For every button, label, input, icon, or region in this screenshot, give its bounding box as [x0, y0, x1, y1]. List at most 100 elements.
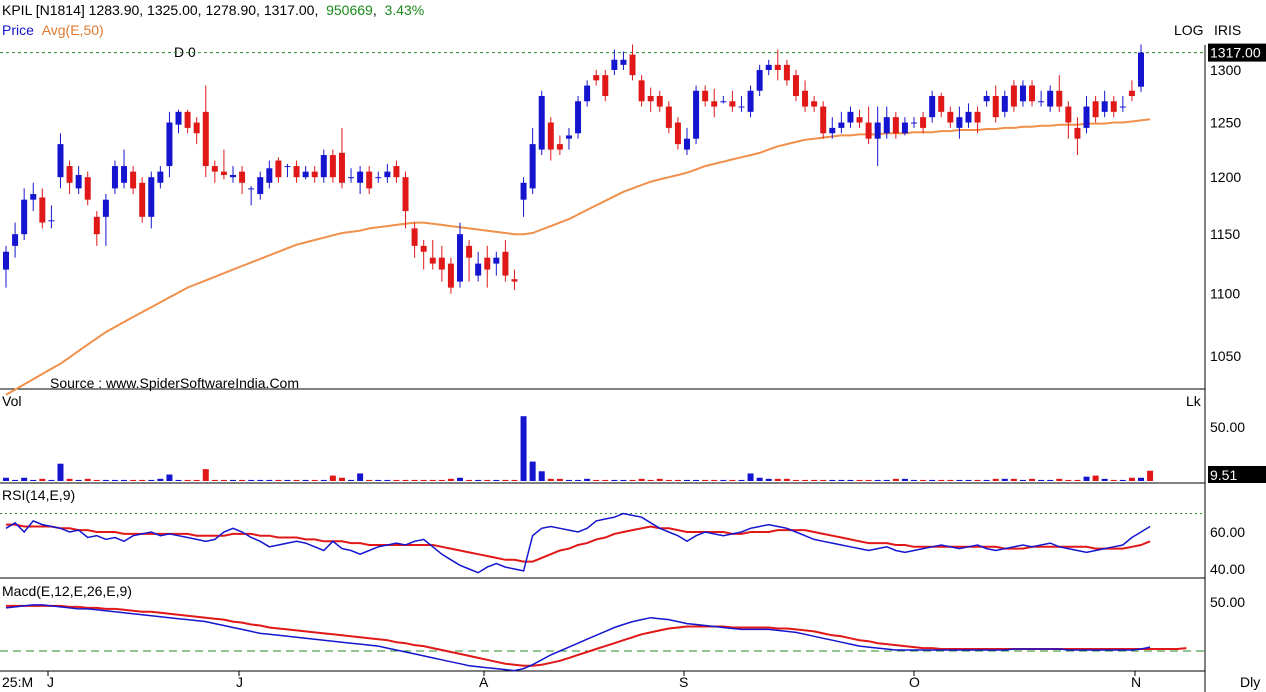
current-price-label: 1317.00: [1210, 45, 1261, 61]
candle-body: [556, 144, 563, 150]
candle-body: [293, 166, 300, 178]
volume-bar: [756, 477, 763, 481]
candle-body: [892, 117, 899, 134]
volume-bar: [838, 479, 845, 481]
candle-body: [130, 171, 137, 189]
volume-bar: [57, 463, 64, 481]
candle-body: [947, 111, 954, 123]
ema50-line: [5, 118, 1151, 396]
candle-body: [311, 171, 318, 178]
candle-body: [1029, 85, 1036, 102]
avg-legend: Avg(E,50): [41, 22, 104, 38]
volume-bar: [1138, 477, 1144, 481]
candle-body: [629, 54, 636, 76]
volume-bar: [375, 479, 382, 481]
price-tick-label: 1100: [1210, 286, 1240, 302]
volume-bar: [30, 479, 37, 481]
candle-body: [320, 155, 327, 178]
volume-bar: [39, 478, 46, 481]
price-legend: Price: [2, 22, 34, 38]
candle-body: [729, 101, 736, 107]
rsi-pane-label: RSI(14,E,9): [2, 487, 75, 503]
candle-body: [584, 85, 591, 102]
candle-body: [48, 220, 55, 222]
x-tick-label: N: [1131, 674, 1141, 690]
candle-body: [66, 166, 73, 183]
x-tick-label: 25:M: [2, 674, 33, 690]
macd-pane-label: Macd(E,12,E,26,E,9): [2, 583, 132, 599]
macd-tick-label: 50.00: [1210, 594, 1245, 610]
volume-bar: [901, 478, 908, 481]
volume-bar: [874, 479, 881, 481]
candle-body: [447, 263, 454, 288]
candle-body: [93, 216, 100, 235]
volume-bar: [429, 479, 436, 481]
candle-body: [1065, 106, 1072, 123]
candle-body: [175, 111, 182, 125]
volume-bar: [457, 477, 463, 481]
change-percent: 3.43%: [384, 2, 425, 18]
candle-body: [111, 166, 118, 189]
volume-bar: [420, 479, 427, 481]
volume-bar: [693, 479, 700, 481]
volume-unit-label: Lk: [1186, 393, 1202, 409]
candle-body: [39, 197, 46, 223]
candle-body: [466, 245, 473, 258]
candle-body: [1074, 127, 1081, 139]
current-volume-box: [1208, 466, 1266, 483]
candle-body: [411, 228, 418, 246]
candle-body: [21, 199, 28, 235]
volume-bar: [792, 479, 799, 481]
candle-body: [266, 168, 273, 183]
candle-body: [938, 96, 945, 112]
candle-body: [384, 171, 391, 178]
volume-bar: [329, 475, 336, 481]
volume-bar: [3, 477, 9, 481]
volume-bar: [1147, 470, 1154, 481]
volume-bar: [1101, 478, 1108, 481]
volume-bar: [411, 479, 418, 481]
log-label[interactable]: LOG: [1174, 22, 1204, 38]
current-volume-label: 9.51: [1210, 467, 1237, 483]
candle-body: [157, 171, 164, 183]
candle-body: [139, 182, 146, 217]
volume-bar: [629, 479, 636, 481]
candle-body: [811, 101, 818, 107]
volume-bar: [556, 478, 563, 481]
volume-bar: [466, 479, 473, 481]
rsi-line: [5, 512, 1151, 574]
volume-bar: [211, 479, 218, 481]
x-tick-label: S: [679, 674, 688, 690]
volume-bar: [502, 479, 509, 481]
volume-bar: [148, 479, 155, 481]
candle-body: [1119, 106, 1126, 108]
volume-bar: [892, 478, 899, 481]
candle-body: [3, 251, 9, 270]
volume-bar: [1001, 478, 1008, 481]
volume-bar: [883, 479, 890, 481]
candle-body: [257, 177, 264, 195]
volume-bar: [1128, 477, 1135, 481]
price-tick-label: 1250: [1210, 115, 1241, 131]
volume-bar: [820, 479, 827, 481]
volume-bar: [956, 479, 963, 481]
iris-label[interactable]: IRIS: [1214, 22, 1242, 38]
volume-bar: [111, 479, 118, 481]
volume-bar: [593, 479, 600, 481]
candle-body: [684, 138, 690, 150]
volume-bar: [302, 479, 309, 481]
volume-bar: [366, 479, 373, 481]
candle-body: [348, 177, 355, 179]
volume-bar: [175, 479, 182, 481]
high-value: 1325.00: [147, 2, 198, 18]
candle-body: [756, 70, 763, 91]
volume-bar: [947, 479, 954, 481]
price-tick-label: 1300: [1210, 62, 1241, 78]
volume-bar: [1110, 479, 1117, 481]
volume-bar: [348, 479, 355, 481]
volume-bar: [511, 479, 518, 481]
volume-bar: [929, 479, 936, 481]
volume-bar: [529, 461, 536, 481]
volume-bar: [911, 479, 917, 481]
